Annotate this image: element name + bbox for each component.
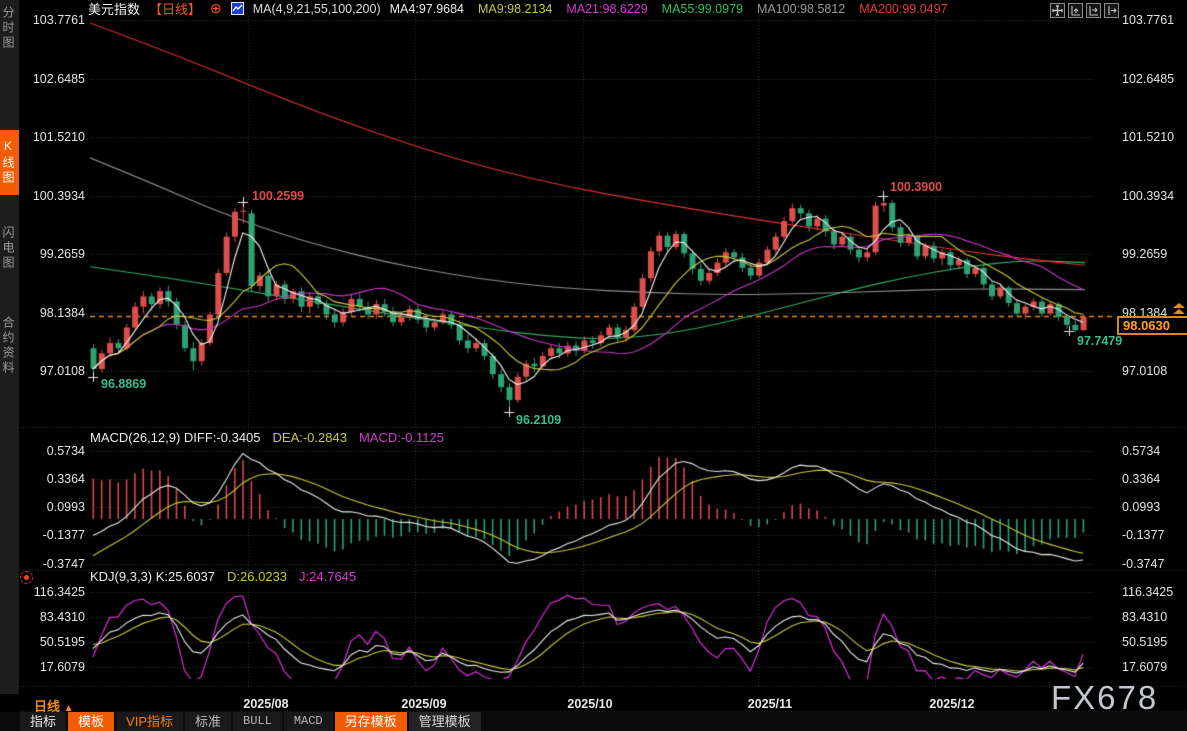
indicator-value-label: MACD(26,12,9) DIFF:-0.3405 (90, 430, 261, 445)
price-extreme-label: 100.2599 (252, 189, 305, 203)
y-axis-label: 83.4310 (39, 610, 85, 624)
toolbar-button[interactable]: MACD (283, 712, 333, 731)
sidebar-tab[interactable]: K线图 (0, 130, 19, 195)
macd-header: MACD(26,12,9) DIFF:-0.3405 DEA:-0.2843 MAC… (90, 430, 444, 445)
y-axis-label: 0.0993 (46, 500, 85, 515)
current-price-tag: 98.0630 (1117, 316, 1187, 335)
y-axis-label: 0.3364 (1122, 471, 1161, 486)
ma-group-label: MA(4,9,21,55,100,200) (252, 1, 381, 16)
y-axis-label: -0.3747 (1122, 556, 1165, 571)
toolbar-button[interactable]: VIP指标 (116, 712, 183, 731)
sidebar-tab[interactable]: 闪电图 (1, 226, 15, 271)
y-axis-label: 100.3934 (32, 188, 85, 203)
x-axis-date-label: 2025/08 (243, 697, 289, 711)
price-extreme-label: 96.8869 (101, 377, 147, 391)
ma-value-label: MA4:97.9684 (389, 1, 464, 16)
y-axis-label: 50.5195 (39, 635, 85, 649)
scale-axis-left-icon[interactable] (1068, 3, 1083, 18)
sidebar-tab[interactable]: 分时图 (1, 6, 15, 51)
y-axis-label: 101.5210 (1122, 130, 1175, 144)
y-axis-label: 103.7761 (32, 13, 85, 27)
y-axis-label: 102.6485 (1122, 71, 1175, 86)
y-axis-label: -0.3747 (42, 556, 85, 571)
ma-values: MA4:97.9684 MA9:98.2134 MA21:98.6229 MA55:9… (390, 2, 948, 16)
sidebar: 分时图 K线图闪电图合约资料 (0, 0, 19, 694)
ma-value-label: MA100:98.5812 (756, 1, 846, 16)
symbol-name: 美元指数 (88, 2, 141, 17)
bottom-toolbar: 指标 模板 VIP指标 标准 BULL MACD 另存模板 管理模板 (0, 712, 1187, 731)
indicator-value-label: DEA:-0.2843 (272, 430, 347, 445)
toolbar-button[interactable]: 另存模板 (334, 712, 407, 731)
y-axis-label: 17.6079 (1122, 660, 1168, 674)
x-axis-date-label: 2025/12 (929, 697, 975, 711)
left-axis: 103.7761 102.6485 101.5210 100.3934 99.2659 9… (22, 0, 85, 731)
y-axis-label: 100.3934 (1122, 188, 1175, 203)
y-axis-label: 0.3364 (46, 471, 85, 486)
x-axis-date-label: 2025/10 (567, 697, 613, 711)
toolbar-button[interactable]: 模板 (68, 712, 115, 731)
indicator-value-label: J:24.7645 (299, 569, 357, 584)
alert-dot-icon[interactable] (20, 571, 33, 584)
y-axis-label: 97.0108 (1122, 364, 1168, 378)
y-axis-label: -0.1377 (1122, 528, 1165, 543)
watermark: FX678 (1051, 679, 1159, 716)
price-extreme-label: 96.2109 (516, 413, 562, 427)
ma-value-label: MA21:98.6229 (566, 1, 648, 16)
toolbar-button[interactable]: 管理模板 (408, 712, 481, 731)
scale-axis-right-icon[interactable] (1086, 3, 1101, 18)
period-tag: 【日线】 (149, 2, 202, 17)
sidebar-tab[interactable]: 合约资料 (1, 316, 15, 376)
toolbar-button[interactable]: BULL (233, 712, 282, 731)
triangle-up-icon: ▲ (63, 703, 74, 714)
kdj-header: KDJ(9,3,3) K:25.6037 D:26.0233 J:24.7645 (90, 569, 356, 584)
chart-title-bar: 美元指数 【日线】 ⊕ MA(4,9,21,55,100,200) MA4:97… (88, 0, 948, 17)
ma-value-label: MA55:99.0979 (661, 1, 743, 16)
toolbar-button[interactable]: 标准 (185, 712, 232, 731)
y-axis-label: 101.5210 (32, 130, 85, 144)
y-axis-label: 102.6485 (32, 71, 85, 86)
right-axis: 103.7761 102.6485 101.5210 100.3934 99.2659 9… (1122, 0, 1186, 731)
pan-icon[interactable] (1050, 3, 1065, 18)
y-axis-label: 0.5734 (1122, 443, 1161, 458)
indicator-value-label: D:26.0233 (227, 569, 288, 584)
toolbar-button[interactable]: 指标 (20, 712, 67, 731)
y-axis-label: 116.3425 (33, 585, 85, 599)
y-axis-label: 99.2659 (1122, 247, 1168, 261)
y-axis-label: 99.2659 (39, 247, 85, 261)
indicator-value-label: MACD:-0.1125 (358, 430, 444, 445)
ma-value-label: MA9:98.2134 (478, 1, 553, 16)
price-extreme-label: 100.3900 (890, 180, 943, 194)
indicator-value-label: KDJ(9,3,3) K:25.6037 (90, 569, 216, 584)
y-axis-label: 17.6079 (39, 660, 85, 674)
x-axis-date-label: 2025/11 (747, 697, 793, 711)
price-extreme-label: 97.7479 (1077, 334, 1123, 348)
y-axis-label: 103.7761 (1122, 13, 1175, 27)
chart-style-icon[interactable] (230, 2, 244, 15)
y-axis-label: 97.0108 (39, 364, 85, 378)
y-axis-label: 0.0993 (1122, 500, 1161, 515)
y-axis-label: 98.1384 (39, 305, 85, 320)
period-toggle-label: 日线 (34, 699, 61, 714)
period-toggle[interactable]: 日线 ▲ (34, 696, 74, 715)
collapse-panel-icon[interactable] (1104, 3, 1119, 18)
double-up-arrow-icon[interactable] (1172, 303, 1186, 316)
y-axis-label: 116.3425 (1122, 585, 1174, 599)
y-axis-label: 50.5195 (1122, 635, 1168, 649)
x-axis-date-label: 2025/09 (401, 697, 447, 711)
y-axis-label: -0.1377 (42, 528, 85, 543)
add-indicator-icon[interactable]: ⊕ (210, 0, 222, 16)
y-axis-label: 83.4310 (1122, 610, 1168, 624)
window-icons (1050, 3, 1119, 18)
y-axis-label: 0.5734 (46, 443, 85, 458)
ma-value-label: MA200:99.0497 (859, 1, 948, 16)
